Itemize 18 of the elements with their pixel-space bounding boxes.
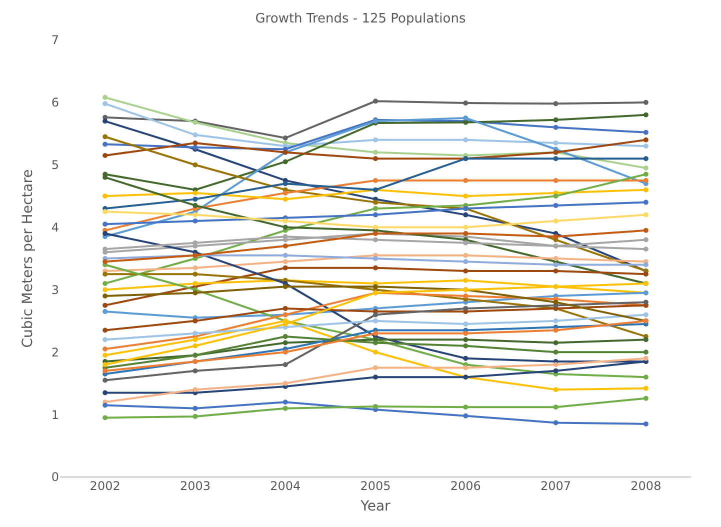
- y-axis-title: Cubic Meters per Hectare: [20, 169, 36, 348]
- y-tick-label: 4: [51, 220, 59, 234]
- y-tick-label: 3: [51, 282, 59, 297]
- y-tick-label: 2: [51, 345, 59, 360]
- y-tick-label: 5: [51, 158, 59, 172]
- x-tick-label: 2007: [540, 479, 572, 493]
- y-tick-label: 6: [51, 96, 59, 110]
- x-tick-label: 2006: [450, 479, 481, 493]
- y-tick-label: 0: [51, 470, 59, 484]
- x-tick-label: 2002: [90, 479, 120, 493]
- x-tick-label: 2004: [270, 479, 301, 493]
- y-tick-label: 7: [51, 33, 59, 48]
- x-tick-label: 2008: [630, 479, 662, 493]
- chart-title: Growth Trends - 125 Populations: [255, 11, 466, 26]
- x-tick-label: 2003: [180, 479, 210, 493]
- x-axis-title: Year: [360, 498, 391, 514]
- y-tick-label: 1: [51, 408, 59, 422]
- x-tick-label: 2005: [360, 479, 391, 493]
